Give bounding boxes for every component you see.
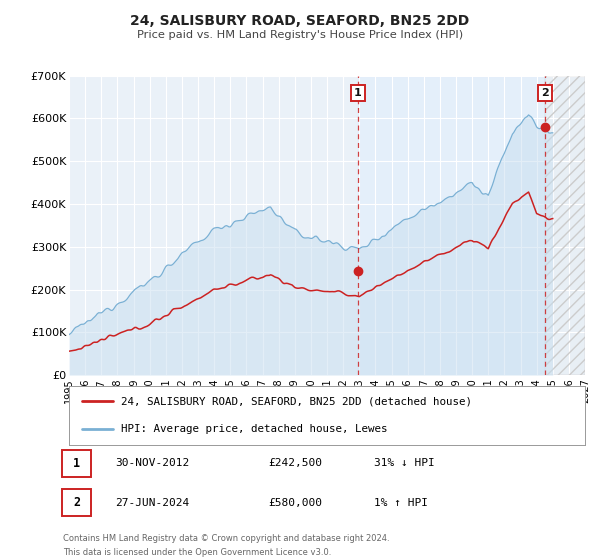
Text: 27-JUN-2024: 27-JUN-2024 bbox=[115, 498, 190, 507]
Text: Price paid vs. HM Land Registry's House Price Index (HPI): Price paid vs. HM Land Registry's House … bbox=[137, 30, 463, 40]
Text: 2: 2 bbox=[541, 88, 548, 97]
Text: This data is licensed under the Open Government Licence v3.0.: This data is licensed under the Open Gov… bbox=[63, 548, 331, 557]
Text: 24, SALISBURY ROAD, SEAFORD, BN25 2DD: 24, SALISBURY ROAD, SEAFORD, BN25 2DD bbox=[130, 14, 470, 28]
Text: 1: 1 bbox=[354, 88, 362, 97]
FancyBboxPatch shape bbox=[62, 450, 91, 477]
Text: £242,500: £242,500 bbox=[268, 459, 322, 468]
Text: 1% ↑ HPI: 1% ↑ HPI bbox=[374, 498, 428, 507]
Text: 24, SALISBURY ROAD, SEAFORD, BN25 2DD (detached house): 24, SALISBURY ROAD, SEAFORD, BN25 2DD (d… bbox=[121, 396, 472, 406]
Text: 1: 1 bbox=[73, 457, 80, 470]
Text: HPI: Average price, detached house, Lewes: HPI: Average price, detached house, Lewe… bbox=[121, 424, 387, 434]
FancyBboxPatch shape bbox=[62, 489, 91, 516]
Bar bbox=[358, 76, 545, 375]
Text: 2: 2 bbox=[73, 496, 80, 509]
Bar bbox=[545, 76, 585, 375]
Text: Contains HM Land Registry data © Crown copyright and database right 2024.: Contains HM Land Registry data © Crown c… bbox=[63, 534, 389, 543]
Text: 30-NOV-2012: 30-NOV-2012 bbox=[115, 459, 190, 468]
Text: £580,000: £580,000 bbox=[268, 498, 322, 507]
Text: 31% ↓ HPI: 31% ↓ HPI bbox=[374, 459, 434, 468]
Bar bbox=[545, 76, 585, 375]
